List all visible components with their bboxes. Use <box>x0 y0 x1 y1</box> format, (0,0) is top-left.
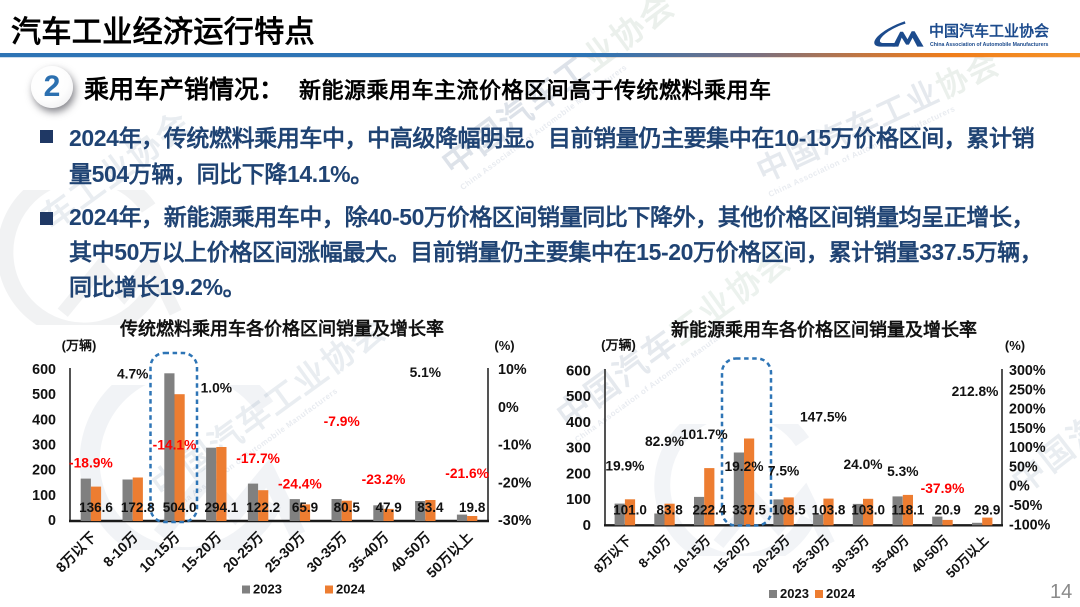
svg-text:1.0%: 1.0% <box>201 381 232 396</box>
svg-text:8-10万: 8-10万 <box>100 529 141 570</box>
svg-text:-17.7%: -17.7% <box>236 451 280 466</box>
svg-text:10%: 10% <box>498 362 527 378</box>
svg-text:-20%: -20% <box>498 475 532 491</box>
svg-text:83.4: 83.4 <box>417 500 444 515</box>
svg-text:300: 300 <box>32 438 56 454</box>
svg-text:600: 600 <box>32 362 56 378</box>
svg-text:20.9: 20.9 <box>934 503 960 518</box>
svg-text:4.7%: 4.7% <box>117 367 148 382</box>
svg-text:35-40万: 35-40万 <box>345 529 392 576</box>
svg-text:7.5%: 7.5% <box>768 463 799 478</box>
svg-text:-24.4%: -24.4% <box>278 476 322 491</box>
svg-text:200%: 200% <box>1009 402 1046 418</box>
svg-text:101.7%: 101.7% <box>681 427 728 442</box>
svg-text:8万以下: 8万以下 <box>52 529 99 576</box>
svg-text:50万以上: 50万以上 <box>943 533 991 581</box>
svg-text:504.0: 504.0 <box>163 500 197 515</box>
svg-text:(万辆): (万辆) <box>62 338 97 353</box>
svg-text:30-35万: 30-35万 <box>829 533 872 576</box>
svg-text:103.8: 103.8 <box>812 503 846 518</box>
svg-text:108.5: 108.5 <box>772 503 806 518</box>
svg-text:136.6: 136.6 <box>79 500 113 515</box>
svg-text:2024: 2024 <box>336 582 366 597</box>
svg-text:65.9: 65.9 <box>292 500 318 515</box>
svg-text:(%): (%) <box>494 338 514 353</box>
svg-text:0: 0 <box>583 517 591 534</box>
svg-text:(万辆): (万辆) <box>601 337 636 352</box>
svg-text:10-15万: 10-15万 <box>136 529 183 576</box>
svg-text:118.1: 118.1 <box>891 503 925 518</box>
svg-text:200: 200 <box>32 463 56 479</box>
svg-text:-10%: -10% <box>498 438 532 454</box>
svg-text:50%: 50% <box>1009 459 1038 475</box>
svg-text:100%: 100% <box>1009 440 1046 456</box>
svg-text:China Association of Automobil: China Association of Automobile Manufact… <box>930 42 1048 48</box>
svg-text:-7.9%: -7.9% <box>324 414 360 429</box>
svg-text:5.1%: 5.1% <box>410 365 441 380</box>
svg-text:147.5%: 147.5% <box>800 409 847 424</box>
svg-text:-21.6%: -21.6% <box>445 466 489 481</box>
svg-text:5.3%: 5.3% <box>887 464 918 479</box>
svg-text:中国汽车工业协会: 中国汽车工业协会 <box>929 22 1049 40</box>
svg-text:15-20万: 15-20万 <box>710 533 753 576</box>
svg-text:-30%: -30% <box>498 513 532 529</box>
svg-text:-37.9%: -37.9% <box>921 481 965 496</box>
svg-text:25-30万: 25-30万 <box>261 529 308 576</box>
svg-text:100: 100 <box>566 491 591 508</box>
svg-text:2023: 2023 <box>253 582 282 597</box>
svg-text:222.4: 222.4 <box>693 503 727 518</box>
svg-text:337.5: 337.5 <box>732 503 766 518</box>
svg-text:100: 100 <box>32 488 56 504</box>
svg-text:35-40万: 35-40万 <box>869 533 912 576</box>
svg-text:47.9: 47.9 <box>375 500 401 515</box>
svg-text:29.9: 29.9 <box>974 503 1000 518</box>
svg-text:400: 400 <box>566 414 591 431</box>
svg-text:新能源乘用车各价格区间销量及增长率: 新能源乘用车各价格区间销量及增长率 <box>671 319 977 340</box>
svg-text:300%: 300% <box>1009 363 1046 379</box>
svg-text:80.5: 80.5 <box>334 500 361 515</box>
svg-text:400: 400 <box>32 412 56 428</box>
svg-text:20-25万: 20-25万 <box>749 533 792 576</box>
svg-text:0%: 0% <box>498 400 519 416</box>
svg-text:20-25万: 20-25万 <box>220 529 267 576</box>
svg-text:83.8: 83.8 <box>656 503 683 518</box>
svg-text:19.2%: 19.2% <box>724 459 763 474</box>
svg-text:122.2: 122.2 <box>246 500 280 515</box>
svg-text:19.9%: 19.9% <box>605 459 644 474</box>
svg-text:-50%: -50% <box>1009 498 1043 514</box>
svg-text:8-10万: 8-10万 <box>635 533 673 571</box>
svg-text:0%: 0% <box>1009 479 1030 495</box>
svg-text:19.8: 19.8 <box>459 500 486 515</box>
svg-text:-18.9%: -18.9% <box>69 456 113 471</box>
svg-text:294.1: 294.1 <box>205 500 239 515</box>
svg-text:200: 200 <box>566 465 591 482</box>
svg-text:15-20万: 15-20万 <box>178 529 225 576</box>
svg-text:-23.2%: -23.2% <box>362 472 406 487</box>
svg-text:103.0: 103.0 <box>851 503 885 518</box>
svg-text:500: 500 <box>566 388 591 405</box>
svg-text:50万以上: 50万以上 <box>423 529 475 581</box>
svg-text:500: 500 <box>32 387 56 403</box>
svg-text:25-30万: 25-30万 <box>789 533 832 576</box>
svg-text:24.0%: 24.0% <box>843 457 882 472</box>
svg-text:600: 600 <box>566 363 591 380</box>
svg-text:-14.1%: -14.1% <box>153 438 197 453</box>
svg-text:300: 300 <box>566 440 591 457</box>
svg-text:2024: 2024 <box>826 586 856 601</box>
svg-text:82.9%: 82.9% <box>645 434 684 449</box>
svg-text:0: 0 <box>48 513 56 529</box>
svg-text:2023: 2023 <box>780 586 809 601</box>
svg-text:8万以下: 8万以下 <box>591 533 634 576</box>
svg-text:-100%: -100% <box>1009 517 1051 533</box>
svg-text:212.8%: 212.8% <box>952 384 999 399</box>
svg-text:10-15万: 10-15万 <box>670 533 713 576</box>
svg-text:250%: 250% <box>1009 382 1046 398</box>
svg-text:150%: 150% <box>1009 421 1046 437</box>
svg-text:30-35万: 30-35万 <box>303 529 350 576</box>
svg-text:172.8: 172.8 <box>121 500 155 515</box>
svg-text:101.0: 101.0 <box>613 503 647 518</box>
svg-text:(%): (%) <box>1005 338 1025 353</box>
svg-text:传统燃料乘用车各价格区间销量及增长率: 传统燃料乘用车各价格区间销量及增长率 <box>119 318 444 339</box>
